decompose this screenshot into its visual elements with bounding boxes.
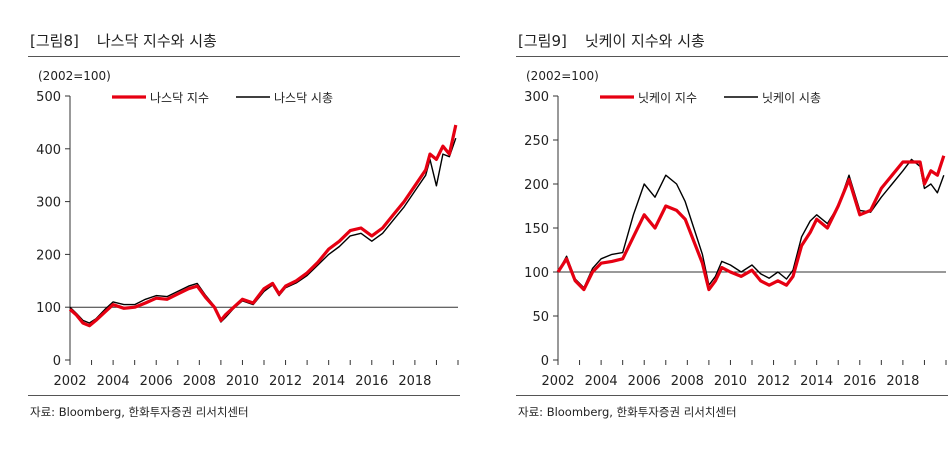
y-tick-label: 500: [36, 90, 61, 105]
x-tick-label: 2018: [398, 374, 431, 389]
y-tick-label: 300: [524, 90, 549, 105]
x-tick-label: 2006: [140, 374, 173, 389]
y-tick-label: 0: [541, 354, 549, 369]
x-tick-label: 2012: [269, 374, 302, 389]
y-tick-label: 200: [36, 248, 61, 263]
figure-caption: 나스닥 지수와 시총: [96, 32, 217, 50]
figure-title: [그림8] 나스닥 지수와 시총: [30, 30, 217, 51]
x-tick-label: 2006: [628, 374, 661, 389]
nikkei-chart: (2002=100) 0 50 100 150 200 250 300 2002 2004 2006…: [524, 69, 947, 389]
x-tick-label: 2002: [541, 374, 574, 389]
series-line-market-cap: [557, 158, 945, 289]
x-tick-label: 2008: [183, 374, 216, 389]
y-tick-label: 50: [532, 310, 549, 325]
series-line-index: [556, 155, 946, 292]
x-tick-label: 2008: [671, 374, 704, 389]
top-rule: [28, 56, 460, 57]
x-tick-label: 2010: [714, 374, 747, 389]
x-tick-label: 2014: [312, 374, 345, 389]
unit-label: (2002=100): [38, 69, 111, 83]
nasdaq-chart: (2002=100) 0 100 200 300 400 500 2002 2004 2006 20…: [36, 69, 459, 389]
x-tick-label: 2018: [886, 374, 919, 389]
x-tick-label: 2016: [843, 374, 876, 389]
nikkei-panel: [그림9] 닛케이 지수와 시총 (2002=100) 0 50 100 150 200 25…: [488, 0, 948, 450]
y-tick-label: 100: [524, 266, 549, 281]
y-tick-label: 100: [36, 301, 61, 316]
unit-label: (2002=100): [526, 69, 599, 83]
figure-title: [그림9] 닛케이 지수와 시총: [518, 30, 705, 51]
x-tick-label: 2002: [53, 374, 86, 389]
series-line-market-cap: [69, 137, 457, 324]
source-note: 자료: Bloomberg, 한화투자증권 리서치센터: [30, 405, 249, 419]
x-tick-label: 2004: [97, 374, 130, 389]
legend-label: 닛케이 지수: [638, 91, 697, 105]
x-tick-label: 2014: [800, 374, 833, 389]
figure-number: [그림8]: [30, 32, 79, 50]
bottom-rule: [516, 395, 948, 396]
legend-label: 나스닥 지수: [150, 91, 209, 105]
legend-label: 나스닥 시총: [274, 91, 333, 105]
y-tick-label: 300: [36, 196, 61, 211]
figure-number: [그림9]: [518, 32, 567, 50]
x-tick-label: 2016: [355, 374, 388, 389]
y-tick-label: 400: [36, 143, 61, 158]
source-note: 자료: Bloomberg, 한화투자증권 리서치센터: [518, 405, 737, 419]
y-tick-label: 0: [53, 354, 61, 369]
y-tick-label: 150: [524, 222, 549, 237]
nasdaq-panel: [그림8] 나스닥 지수와 시총 (2002=100) 0 100 200 300 400 5…: [0, 0, 460, 450]
top-rule: [516, 56, 948, 57]
legend-label: 닛케이 시총: [762, 91, 821, 105]
x-tick-label: 2004: [585, 374, 618, 389]
y-tick-label: 200: [524, 178, 549, 193]
y-tick-label: 250: [524, 134, 549, 149]
series-line-index: [68, 124, 458, 328]
x-tick-label: 2010: [226, 374, 259, 389]
figure-caption: 닛케이 지수와 시총: [584, 32, 705, 50]
bottom-rule: [28, 395, 460, 396]
x-tick-label: 2012: [757, 374, 790, 389]
